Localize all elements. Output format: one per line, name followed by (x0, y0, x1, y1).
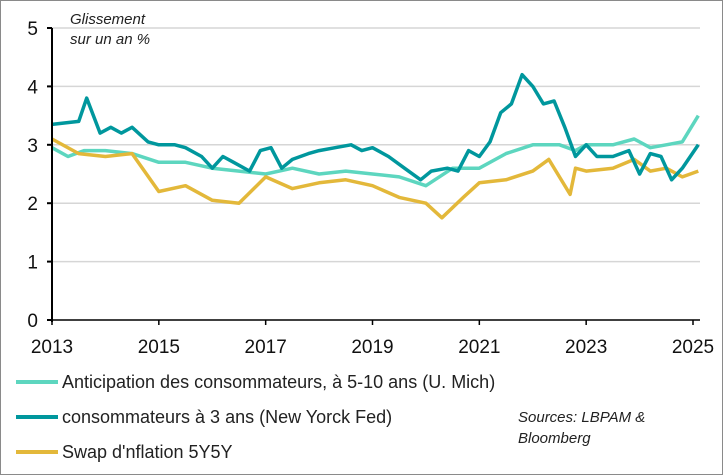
series-line-1 (51, 72, 700, 182)
y-tick-label: 4 (27, 77, 38, 98)
x-tick-label: 2017 (245, 337, 287, 358)
series-line-2 (51, 137, 699, 220)
legend-label: Swap d'nflation 5Y5Y (62, 442, 233, 462)
x-tick-label: 2019 (351, 337, 393, 358)
source-line-1: Sources: LBPAM & (518, 409, 645, 426)
annotation-line-2: sur un an % (70, 31, 150, 48)
x-tick-label: 2013 (31, 337, 73, 358)
x-tick-label: 2021 (458, 337, 500, 358)
y-tick-label: 3 (27, 136, 38, 157)
y-tick-label: 2 (27, 194, 38, 215)
annotation-line-1: Glissement (70, 11, 146, 28)
series-line-0 (51, 114, 700, 188)
series-lines (51, 72, 700, 220)
x-tick-label: 2023 (565, 337, 607, 358)
axis-ticks: 0 1 2 3 4 5 2013 2015 2017 2019 2021 2023 2025 (27, 19, 714, 358)
source-line-2: Bloomberg (518, 430, 591, 447)
y-tick-label: 5 (27, 19, 38, 40)
legend-label: Anticipation des consommateurs, à 5-10 a… (62, 372, 495, 392)
y-tick-label: 0 (27, 311, 38, 332)
legend: Anticipation des consommateurs, à 5-10 a… (16, 372, 495, 462)
legend-label: consommateurs à 3 ans (New Yorck Fed) (62, 407, 392, 427)
x-tick-label: 2015 (138, 337, 180, 358)
x-tick-label: 2025 (672, 337, 714, 358)
y-tick-label: 1 (27, 253, 38, 274)
